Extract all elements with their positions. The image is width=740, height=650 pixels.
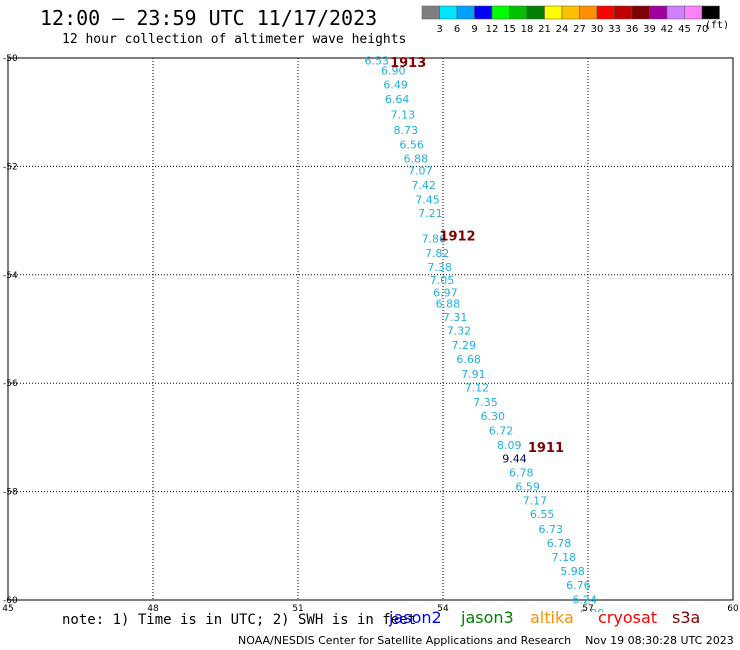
swh-point-label: 6.88 [436, 297, 461, 310]
swh-point-label: 7.38 [427, 261, 452, 274]
swh-point-label: 6.88 [404, 153, 429, 166]
swh-point-label: 6.76 [566, 579, 591, 592]
swh-point-label: 6.68 [456, 353, 481, 366]
footer-note: note: 1) Time is in UTC; 2) SWH is in fe… [62, 612, 417, 628]
colorbar-label: 33 [608, 24, 621, 35]
x-tick-label: 60 [727, 604, 739, 612]
sat-label-altika: altika [530, 608, 574, 627]
colorbar-label: 15 [503, 24, 516, 35]
colorbar-label: 45 [678, 24, 691, 35]
colorbar-swatch [701, 5, 720, 20]
swh-point-label: 6.30 [481, 410, 506, 423]
swh-point-label: 6.53 [365, 55, 390, 68]
swh-point-label: 7.18 [552, 551, 577, 564]
colorbar-label: 9 [471, 24, 477, 35]
footer-credit: NOAA/NESDIS Center for Satellite Applica… [238, 634, 734, 647]
colorbar-label: 27 [573, 24, 586, 35]
x-tick-label: 48 [147, 604, 159, 612]
colorbar-label: 3 [436, 24, 442, 35]
swh-point-label: 6.49 [383, 78, 408, 91]
swh-point-label: 7.91 [461, 368, 486, 381]
swh-point-label: 6.59 [515, 481, 540, 494]
swh-point-label: 6.56 [399, 139, 424, 152]
swh-point-label: 7.29 [452, 339, 477, 352]
swh-point-label: 7.13 [391, 109, 416, 122]
y-tick-label: -52 [3, 162, 18, 172]
swh-point-label: 7.21 [418, 207, 443, 220]
plot-frame [7, 57, 734, 601]
colorbar-label: 30 [591, 24, 604, 35]
swh-point-label: 7.42 [411, 179, 436, 192]
swh-point-label: 6.72 [489, 425, 514, 438]
colorbar-label: 18 [521, 24, 534, 35]
swh-point-label: 7.35 [473, 396, 498, 409]
colorbar-unit: (ft) [705, 20, 730, 31]
y-tick-label: -60 [3, 596, 18, 606]
swh-point-label: 7.32 [447, 324, 472, 337]
colorbar-label: 24 [556, 24, 569, 35]
colorbar-label: 70 [696, 24, 709, 35]
colorbar-label: 39 [643, 24, 656, 35]
swh-point-label: 6.55 [530, 508, 555, 521]
time-label: 1913 [390, 56, 426, 71]
x-tick-label: 57 [582, 604, 593, 612]
time-label: 1912 [439, 230, 475, 245]
swh-point-label: 6.24 [572, 593, 597, 606]
y-tick-label: -58 [3, 488, 18, 498]
x-tick-label: 51 [292, 604, 303, 612]
swh-point-label: 7.31 [443, 311, 468, 324]
swh-point-label: 6.80 [580, 607, 605, 612]
swh-point-label: 6.64 [385, 93, 410, 106]
swh-point-label: 6.78 [547, 537, 572, 550]
x-tick-label: 54 [437, 604, 449, 612]
swh-point-label: 7.17 [523, 495, 548, 508]
colorbar-label: 12 [486, 24, 499, 35]
swh-point-label: 7.45 [415, 193, 440, 206]
time-label: 1911 [528, 441, 564, 456]
swh-point-label: 6.97 [433, 286, 458, 299]
colorbar: 3 6 9 12 15 18 21 24 27 30 33 36 39 42 45 70 [421, 5, 720, 35]
swh-point-label: 8.73 [394, 124, 419, 137]
colorbar-label: 42 [661, 24, 674, 35]
swh-point-label: 9.44 [502, 452, 527, 465]
sat-label-jason2: jason2 [389, 608, 442, 627]
page-title: 12:00 — 23:59 UTC 11/17/2023 [40, 6, 378, 30]
sat-label-s3a: s3a [672, 608, 701, 627]
swh-point-label: 5.98 [560, 565, 585, 578]
sat-label-cryosat: cryosat [598, 608, 658, 627]
colorbar-label: 21 [538, 24, 551, 35]
y-tick-label: -50 [3, 54, 18, 64]
swh-point-label: 6.78 [509, 466, 534, 479]
swh-point-label: 7.86 [422, 232, 447, 245]
swh-point-label: 8.09 [497, 439, 522, 452]
swh-point-label: 6.90 [381, 64, 406, 77]
swh-point-label: 7.12 [465, 381, 490, 394]
swh-point-label: 7.07 [408, 165, 433, 178]
swh-point-label: 7.05 [430, 274, 455, 287]
swh-point-label: 7.82 [425, 247, 450, 260]
x-tick-label: 45 [2, 604, 13, 612]
swh-point-label: 6.73 [539, 523, 564, 536]
sat-label-jason3: jason3 [461, 608, 514, 627]
y-tick-label: -54 [3, 271, 18, 281]
y-tick-label: -56 [3, 379, 18, 389]
colorbar-label: 36 [626, 24, 639, 35]
colorbar-label: 6 [454, 24, 460, 35]
page-subtitle: 12 hour collection of altimeter wave hei… [62, 32, 407, 47]
track-map: 45 48 51 54 57 60-50-52-54-56-58-606.536.906.… [2, 54, 739, 612]
